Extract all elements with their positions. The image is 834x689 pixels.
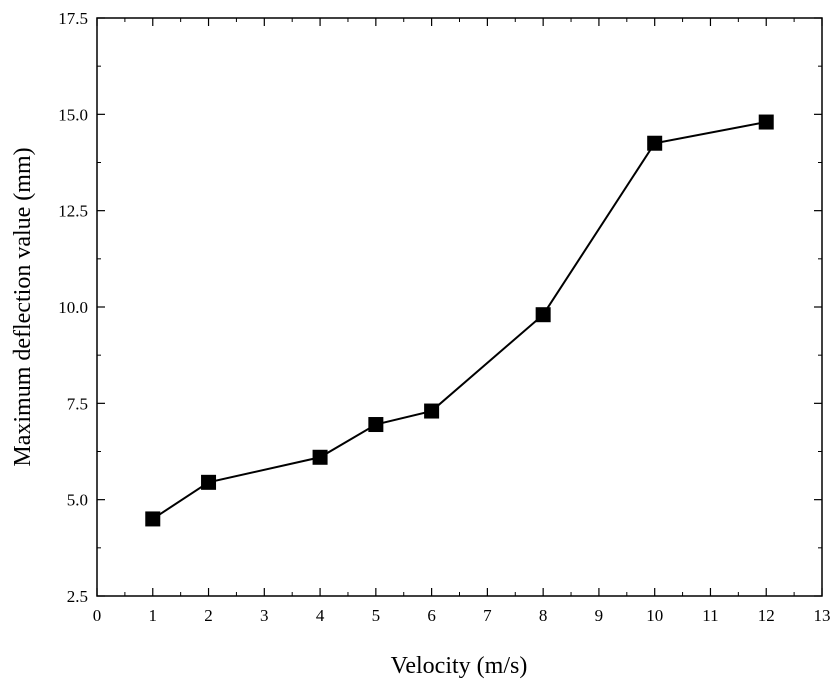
x-tick-label: 1 (149, 606, 158, 625)
x-tick-label: 12 (758, 606, 775, 625)
x-tick-label: 0 (93, 606, 102, 625)
y-tick-label: 7.5 (67, 394, 88, 413)
x-tick-label: 4 (316, 606, 325, 625)
data-point-marker (312, 449, 328, 465)
x-axis-ticks: 0 1 2 3 4 5 6 7 8 9 10 11 12 13 (93, 18, 831, 625)
x-tick-label: 10 (646, 606, 663, 625)
y-tick-label: 5.0 (67, 491, 88, 510)
x-axis-title: Velocity (m/s) (391, 653, 528, 679)
x-tick-label: 9 (595, 606, 604, 625)
x-tick-label: 5 (372, 606, 381, 625)
y-tick-label: 2.5 (67, 587, 88, 606)
y-axis-title: Maximum deflection value (mm) (10, 147, 36, 466)
data-point-marker (758, 114, 774, 130)
data-point-marker (647, 135, 663, 151)
y-tick-label: 17.5 (58, 9, 88, 28)
data-point-marker (368, 417, 384, 433)
x-tick-label: 6 (427, 606, 436, 625)
y-tick-label: 15.0 (58, 105, 88, 124)
y-tick-label: 10.0 (58, 298, 88, 317)
plot-area-frame (96, 17, 823, 597)
data-point-marker (201, 474, 217, 490)
x-tick-label: 3 (260, 606, 269, 625)
y-tick-label: 12.5 (58, 202, 88, 221)
series-lines (152, 121, 767, 520)
series-markers (145, 114, 774, 527)
x-tick-label: 8 (539, 606, 548, 625)
x-tick-label: 13 (814, 606, 831, 625)
y-axis-ticks: 2.5 5.0 7.5 10.0 12.5 15.0 17.5 (58, 9, 822, 606)
x-tick-label: 7 (483, 606, 492, 625)
data-point-marker (145, 511, 161, 527)
data-point-marker (535, 307, 551, 323)
x-tick-label: 2 (204, 606, 213, 625)
data-point-marker (424, 403, 440, 419)
x-tick-label: 11 (702, 606, 718, 625)
series-line (152, 121, 767, 520)
